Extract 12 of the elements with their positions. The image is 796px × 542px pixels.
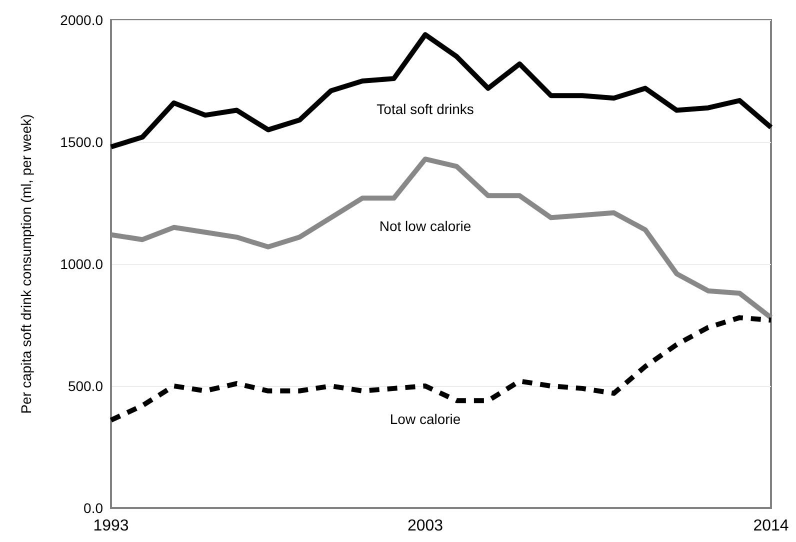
y-tick-label: 0.0 xyxy=(84,500,104,516)
x-tick-label: 1993 xyxy=(93,518,129,534)
series-label: Low calorie xyxy=(390,410,461,427)
series-label: Not low calorie xyxy=(379,218,472,234)
x-tick-label: 2014 xyxy=(753,518,789,534)
y-tick-label: 1500.0 xyxy=(60,134,104,150)
y-tick-label: 500.0 xyxy=(68,378,104,394)
series-label: Total soft drinks xyxy=(376,101,474,117)
y-tick-label: 1000.0 xyxy=(60,256,104,272)
y-axis-title: Per capita soft drink consumption (ml, per week) xyxy=(18,114,34,414)
x-tick-label: 2003 xyxy=(407,518,444,534)
y-tick-label: 2000.0 xyxy=(60,12,104,28)
